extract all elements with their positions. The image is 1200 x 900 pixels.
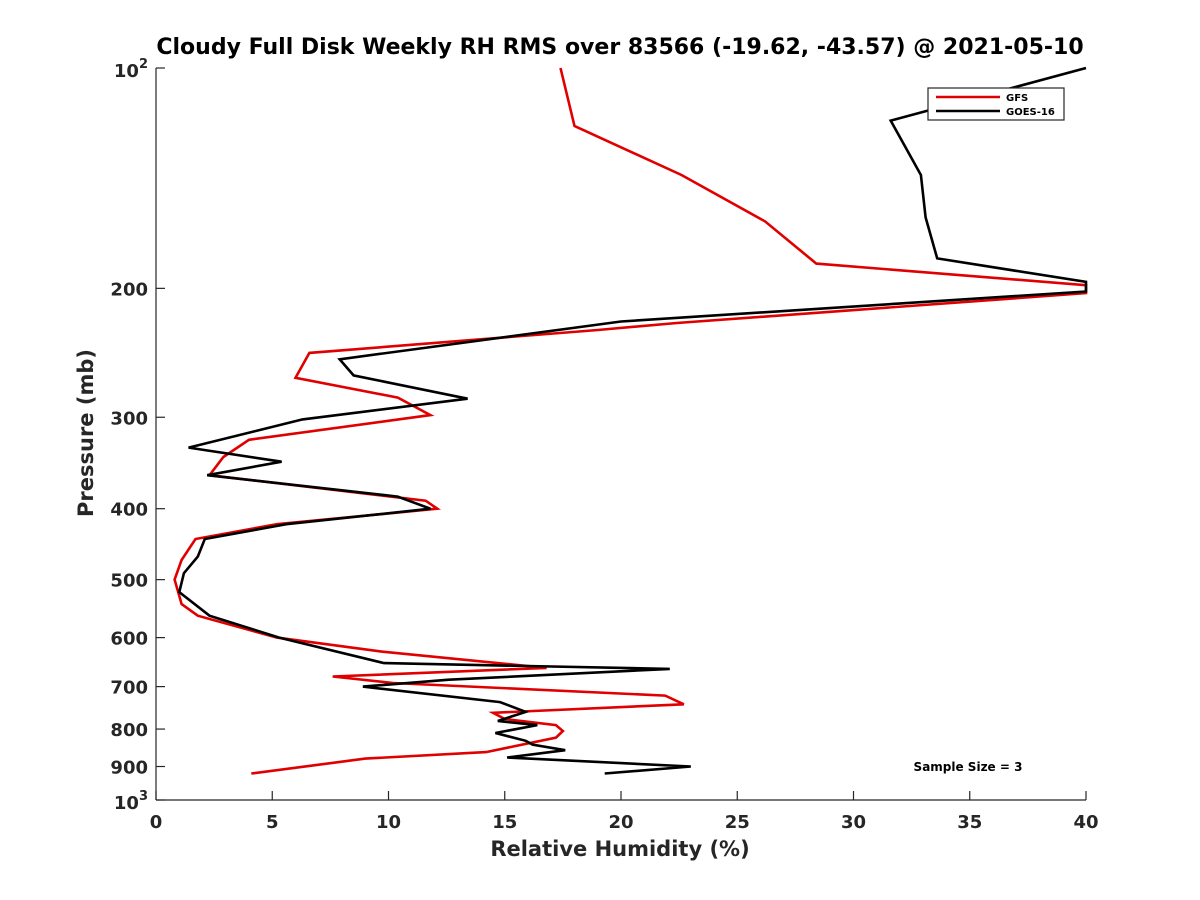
x-axis-label: Relative Humidity (%) <box>490 837 749 861</box>
x-axis-ticks: 0 5 10 15 20 25 30 35 40 <box>150 791 1099 833</box>
x-tick-label: 20 <box>608 812 633 833</box>
y-tick-label: 200 <box>110 279 148 300</box>
y-tick-label: 102 <box>114 57 148 82</box>
series-line-goes-16 <box>177 66 1088 775</box>
y-tick-label: 900 <box>110 758 148 779</box>
series-layer <box>173 66 1088 775</box>
legend-box <box>927 87 1065 121</box>
y-tick-label: 103 <box>114 789 148 814</box>
x-tick-label: 35 <box>957 812 982 833</box>
x-tick-label: 0 <box>150 812 163 833</box>
x-tick-label: 10 <box>376 812 401 833</box>
legend-label: GOES-16 <box>1006 107 1055 118</box>
x-tick-label: 40 <box>1073 812 1098 833</box>
y-tick-label: 600 <box>110 629 148 650</box>
y-axis-ticks: 102 200 300 400 500 600 700 800 900 103 <box>110 57 165 814</box>
chart-title: Cloudy Full Disk Weekly RH RMS over 8356… <box>156 35 1083 60</box>
y-tick-label: 800 <box>110 720 148 741</box>
x-tick-label: 15 <box>492 812 517 833</box>
y-axis-label: Pressure (mb) <box>74 349 98 517</box>
legend: GFS GOES-16 <box>927 87 1065 121</box>
y-tick-label: 300 <box>110 408 148 429</box>
y-tick-label: 400 <box>110 500 148 521</box>
x-tick-label: 25 <box>725 812 750 833</box>
legend-label: GFS <box>1006 93 1028 104</box>
x-tick-label: 30 <box>841 812 866 833</box>
y-tick-label: 500 <box>110 571 148 592</box>
series-line-gfs <box>173 67 1088 775</box>
sample-size-annotation: Sample Size = 3 <box>914 760 1023 774</box>
y-tick-label: 700 <box>110 678 148 699</box>
x-tick-label: 5 <box>266 812 279 833</box>
